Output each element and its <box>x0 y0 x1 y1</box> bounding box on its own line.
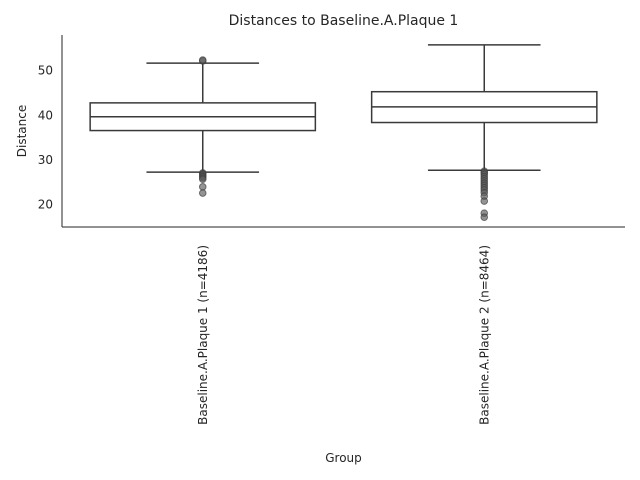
chart-title: Distances to Baseline.A.Plaque 1 <box>229 13 459 29</box>
x-axis-ticks: Baseline.A.Plaque 1 (n=4186) Baseline.A.P… <box>196 245 492 425</box>
box-series <box>89 44 598 221</box>
x-axis-label: Group <box>325 451 362 465</box>
y-tick-label: 50 <box>38 64 53 78</box>
y-axis-ticks: 20 30 40 50 <box>38 64 53 212</box>
x-tick-label: Baseline.A.Plaque 1 (n=4186) <box>196 245 210 425</box>
box-group <box>89 56 317 197</box>
outlier-point <box>198 175 207 184</box>
y-tick-label: 40 <box>38 108 53 122</box>
outlier-point <box>480 197 489 205</box>
y-tick-label: 20 <box>38 198 53 212</box>
y-tick-label: 30 <box>38 153 53 167</box>
outlier-point <box>198 56 207 64</box>
outlier-point <box>198 183 207 191</box>
y-axis-label: Distance <box>15 105 29 157</box>
outlier-point <box>480 213 489 221</box>
box-group <box>370 44 598 221</box>
outlier-point <box>198 189 207 197</box>
x-tick-label: Baseline.A.Plaque 2 (n=8464) <box>477 245 491 425</box>
